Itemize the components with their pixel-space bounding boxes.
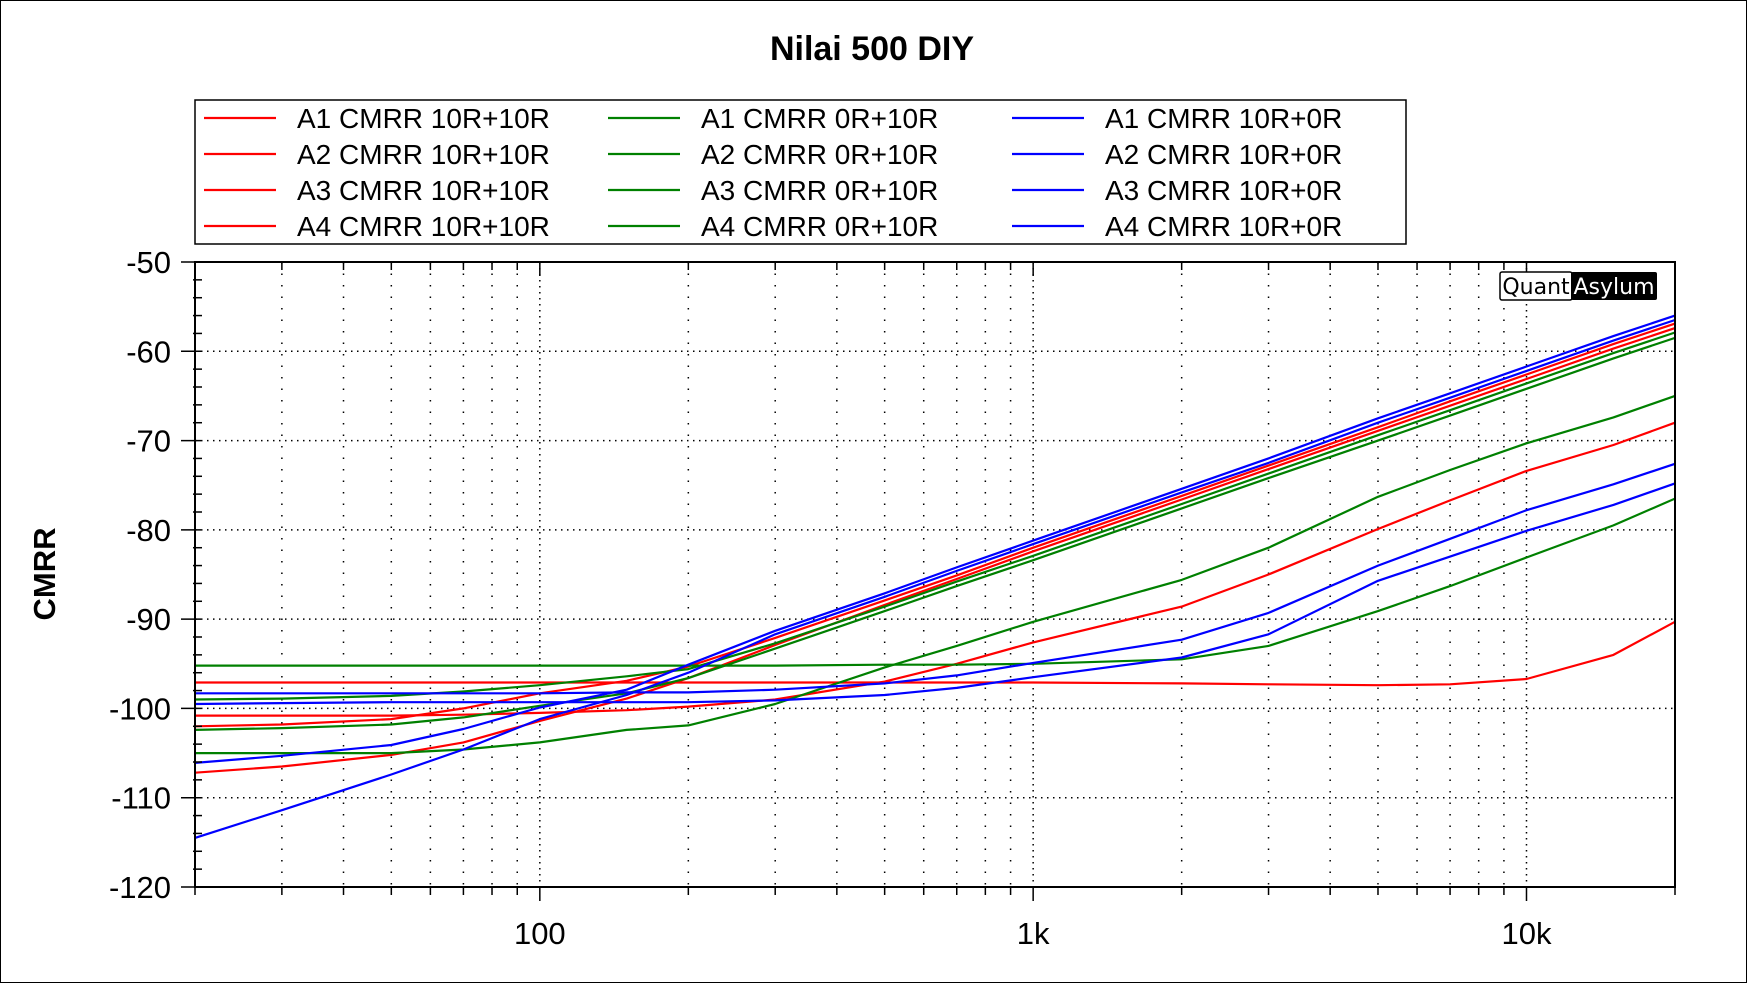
- logo-right-box: [1571, 272, 1657, 300]
- legend-label: A3 CMRR 10R+10R: [297, 175, 550, 206]
- legend-entry: A3 CMRR 10R+10R: [204, 175, 550, 206]
- quantasylum-logo: Quant Asylum: [1499, 271, 1657, 301]
- axis-ticks: [181, 261, 1676, 901]
- legend-label: A2 CMRR 10R+0R: [1105, 139, 1342, 170]
- series-line-a3-cmrr-0r-10r: [195, 331, 1675, 701]
- y-tick-label: -120: [109, 870, 171, 905]
- legend-label: A4 CMRR 10R+0R: [1105, 211, 1342, 242]
- legend-entry: A2 CMRR 10R+10R: [204, 139, 550, 170]
- series-line-a3-cmrr-10r-0r: [195, 314, 1675, 764]
- legend-entry: A3 CMRR 0R+10R: [608, 175, 938, 206]
- legend-label: A2 CMRR 0R+10R: [701, 139, 938, 170]
- legend-label: A2 CMRR 10R+10R: [297, 139, 550, 170]
- legend-entry: A4 CMRR 0R+10R: [608, 211, 938, 242]
- legend-entry: A3 CMRR 10R+0R: [1012, 175, 1342, 206]
- x-tick-label: 10k: [1501, 916, 1551, 951]
- y-tick-label: -70: [126, 424, 171, 459]
- legend-label: A3 CMRR 0R+10R: [701, 175, 938, 206]
- legend-entry: A4 CMRR 10R+0R: [1012, 211, 1342, 242]
- y-tick-label: -80: [126, 513, 171, 548]
- plot-border: [194, 261, 1676, 888]
- legend-box: [194, 99, 1407, 245]
- legend-label: A4 CMRR 0R+10R: [701, 211, 938, 242]
- logo-text-quant: Quant: [1502, 275, 1570, 300]
- logo-text-asylum: Asylum: [1573, 275, 1654, 300]
- series-line-a4-cmrr-0r-10r: [195, 336, 1675, 731]
- series-line-a2-cmrr-10r-10r: [195, 421, 1675, 717]
- legend-items: A1 CMRR 10R+10R A2 CMRR 10R+10R A3 CMRR 10…: [204, 103, 1342, 242]
- y-axis-label: CMRR: [27, 528, 62, 621]
- legend-label: A1 CMRR 10R+0R: [1105, 103, 1342, 134]
- x-tick-label: 1k: [1017, 916, 1050, 951]
- y-tick-label: -50: [126, 245, 171, 280]
- legend-entry: A1 CMRR 10R+10R: [204, 103, 550, 134]
- chart-title: Nilai 500 DIY: [770, 30, 974, 68]
- series-line-a1-cmrr-0r-10r: [195, 497, 1675, 667]
- series-line-a2-cmrr-10r-0r: [195, 482, 1675, 706]
- legend: A1 CMRR 10R+10R A2 CMRR 10R+10R A3 CMRR 10…: [194, 99, 1407, 245]
- legend-label: A3 CMRR 10R+0R: [1105, 175, 1342, 206]
- legend-entry: A1 CMRR 0R+10R: [608, 103, 938, 134]
- legend-entry: A4 CMRR 10R+10R: [204, 211, 550, 242]
- legend-label: A1 CMRR 10R+10R: [297, 103, 550, 134]
- y-tick-label: -100: [109, 691, 171, 726]
- legend-label: A4 CMRR 10R+10R: [297, 211, 550, 242]
- legend-label: A1 CMRR 0R+10R: [701, 103, 938, 134]
- legend-entry: A2 CMRR 0R+10R: [608, 139, 938, 170]
- y-axis-tick-labels: -50 -60 -70 -80 -90 -100 -110 -120: [109, 245, 171, 905]
- series-line-a2-cmrr-0r-10r: [195, 394, 1675, 755]
- series-layer: [195, 314, 1675, 839]
- x-axis-tick-labels: 100 1k 10k: [514, 916, 1552, 951]
- x-tick-label: 100: [514, 916, 566, 951]
- series-line-a1-cmrr-10r-0r: [195, 462, 1675, 695]
- y-tick-label: -90: [126, 602, 171, 637]
- plot-area: -50 -60 -70 -80 -90 -100 -110 -120 100 1k 10k: [109, 245, 1676, 951]
- y-tick-label: -110: [111, 781, 171, 816]
- grid: [195, 262, 1675, 887]
- legend-entry: A2 CMRR 10R+0R: [1012, 139, 1342, 170]
- series-line-a3-cmrr-10r-10r: [195, 322, 1675, 728]
- legend-entry: A1 CMRR 10R+0R: [1012, 103, 1342, 134]
- y-tick-label: -60: [126, 334, 171, 369]
- series-line-a4-cmrr-10r-10r: [195, 327, 1675, 774]
- series-line-a1-cmrr-10r-10r: [195, 620, 1675, 687]
- series-line-a4-cmrr-10r-0r: [195, 318, 1675, 839]
